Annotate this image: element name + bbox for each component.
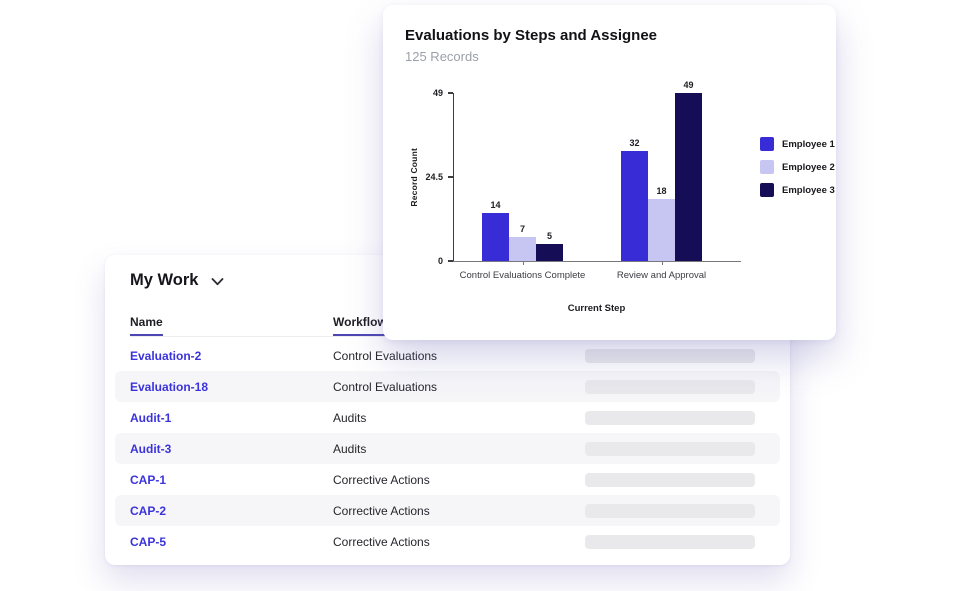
legend-item[interactable]: Employee 2 [760, 160, 835, 174]
y-tick-mark [448, 92, 453, 94]
record-name-link[interactable]: CAP-1 [130, 472, 167, 487]
bar-employee-2[interactable]: 18 [648, 186, 675, 261]
workflow-cell: Control Evaluations [333, 379, 438, 394]
bar-employee-2[interactable]: 7 [509, 224, 536, 261]
legend-item[interactable]: Employee 3 [760, 183, 835, 197]
bar-value-label: 18 [656, 186, 667, 197]
bar-employee-3[interactable]: 5 [536, 231, 563, 261]
table-row: CAP-1 Corrective Actions [115, 464, 780, 495]
record-name-link[interactable]: Evaluation-2 [130, 348, 202, 363]
workflow-cell: Audits [333, 410, 367, 425]
legend-swatch [760, 160, 774, 174]
my-work-title: My Work [130, 271, 199, 289]
y-tick-label: 0 [437, 256, 443, 266]
x-category-label: Review and Approval [616, 270, 707, 281]
placeholder-bar [585, 534, 755, 549]
table-row: Audit-3 Audits [115, 433, 780, 464]
evaluations-chart-card: Evaluations by Steps and Assignee 125 Re… [383, 5, 836, 340]
bar-value-label: 5 [546, 230, 553, 241]
placeholder-bar [585, 441, 755, 456]
table-row: CAP-2 Corrective Actions [115, 495, 780, 526]
y-tick-mark [448, 176, 453, 178]
record-name-link[interactable]: Audit-1 [130, 410, 172, 425]
table-row: Evaluation-2 Control Evaluations [115, 340, 780, 371]
legend-label: Employee 1 [782, 138, 835, 150]
table-row: CAP-5 Corrective Actions [115, 526, 780, 557]
y-axis-title: Record Count [409, 147, 419, 207]
workflow-cell: Corrective Actions [333, 534, 430, 549]
chevron-down-icon [211, 277, 224, 286]
y-tick-label: 24.5 [425, 172, 443, 182]
table-row: Audit-1 Audits [115, 402, 780, 433]
placeholder-bar [585, 379, 755, 394]
table-row: Evaluation-18 Control Evaluations [115, 371, 780, 402]
bar-employee-1[interactable]: 32 [621, 138, 648, 261]
bar-group: 14 7 5 [482, 200, 563, 261]
legend-item[interactable]: Employee 1 [760, 137, 835, 151]
record-name-link[interactable]: Evaluation-18 [130, 379, 209, 394]
workflow-cell: Control Evaluations [333, 348, 438, 363]
workflow-cell: Corrective Actions [333, 472, 430, 487]
plot-area: 0 24.5 49 14 7 5 Control Evaluations Complete 3… [425, 80, 741, 281]
record-name-link[interactable]: Audit-3 [130, 441, 172, 456]
x-axis-title: Current Step [567, 303, 626, 314]
bar-group: 32 18 49 [621, 80, 702, 261]
placeholder-bar [585, 410, 755, 425]
table-rows: Evaluation-2 Control Evaluations Evaluatio… [115, 340, 780, 557]
y-tick-label: 49 [432, 88, 443, 98]
record-name-link[interactable]: CAP-5 [130, 534, 167, 549]
bar-value-label: 49 [683, 80, 694, 90]
column-header-workflow[interactable]: Workflow [333, 315, 387, 336]
bar-value-label: 14 [490, 200, 501, 210]
placeholder-bar [585, 472, 755, 487]
chart-record-count: 125 Records [405, 49, 479, 64]
legend-label: Employee 3 [782, 184, 835, 196]
x-tick-mark [661, 261, 663, 265]
bar-value-label: 7 [519, 224, 526, 234]
workflow-cell: Audits [333, 441, 367, 456]
bar-employee-3[interactable]: 49 [675, 80, 702, 261]
legend-label: Employee 2 [782, 161, 835, 173]
workflow-cell: Corrective Actions [333, 503, 430, 518]
bar-employee-1[interactable]: 14 [482, 200, 509, 261]
y-tick-mark [448, 260, 453, 262]
x-category-label: Control Evaluations Complete [459, 270, 586, 281]
chart-title: Evaluations by Steps and Assignee [405, 27, 658, 44]
placeholder-bar [585, 348, 755, 363]
record-name-link[interactable]: CAP-2 [130, 503, 167, 518]
chart-legend: Employee 1 Employee 2 Employee 3 [760, 137, 835, 197]
table-header: Name Workflow [130, 315, 765, 336]
placeholder-bar [585, 503, 755, 518]
x-tick-mark [522, 261, 524, 265]
my-work-dropdown[interactable]: My Work [130, 271, 224, 290]
column-header-name[interactable]: Name [130, 315, 163, 336]
bar-value-label: 32 [629, 138, 640, 149]
legend-swatch [760, 137, 774, 151]
legend-swatch [760, 183, 774, 197]
x-axis-line [453, 261, 741, 262]
